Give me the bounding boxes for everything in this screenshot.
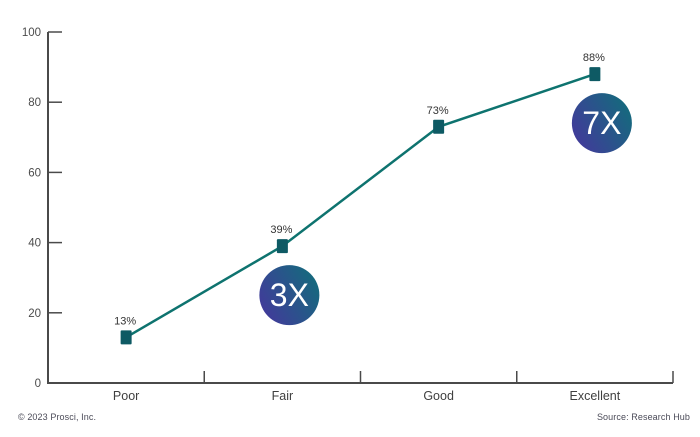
source-text: Source: Research Hub — [596, 412, 690, 422]
x-category-label: Good — [423, 389, 454, 403]
multiplier-badge-label: 7X — [582, 105, 621, 141]
data-point-marker — [433, 119, 445, 134]
data-point-marker — [589, 67, 601, 82]
y-tick-label: 60 — [28, 167, 41, 179]
y-tick-label: 100 — [22, 27, 41, 39]
data-point-label: 73% — [427, 105, 449, 117]
copyright-text: © 2023 Prosci, Inc. — [18, 412, 97, 422]
multiplier-badge-label: 3X — [270, 277, 309, 313]
footer: © 2023 Prosci, Inc. Source: Research Hub — [0, 412, 700, 422]
y-tick-label: 20 — [28, 308, 41, 320]
multiplier-badge — [571, 93, 632, 154]
data-point-label: 88% — [583, 52, 605, 64]
x-category-label: Fair — [272, 389, 294, 403]
y-tick-label: 80 — [28, 97, 41, 109]
multiplier-badge — [259, 265, 320, 326]
y-tick-label: 0 — [35, 378, 41, 390]
data-point-marker — [276, 239, 288, 254]
series-line — [125, 72, 596, 339]
data-point-label: 39% — [270, 224, 292, 236]
x-category-label: Poor — [113, 389, 139, 403]
y-tick-label: 40 — [28, 238, 41, 250]
line-chart: 0 20 40 60 80 100 Poor Fair Good Excellent 3X 7X 13%… — [22, 27, 674, 403]
data-point-label: 13% — [114, 315, 136, 327]
data-point-marker — [120, 330, 132, 345]
x-category-label: Excellent — [570, 389, 621, 403]
